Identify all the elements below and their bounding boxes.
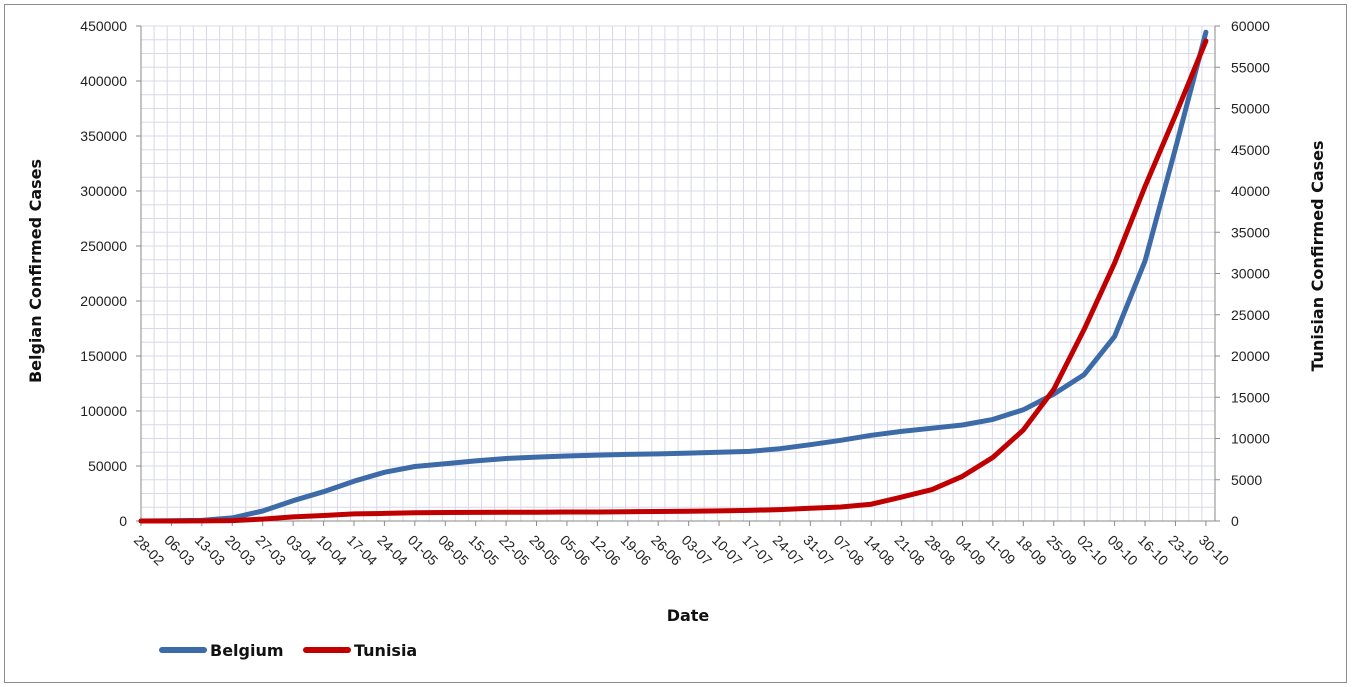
right-tick-label: 60000 [1231,18,1270,34]
x-tick-label: 23-10 [1165,532,1202,569]
legend-label-belgium: Belgium [210,641,284,660]
x-tick-label: 26-06 [648,532,685,569]
right-tick-label: 15000 [1231,389,1270,405]
right-tick-label: 50000 [1231,101,1270,117]
x-tick-label: 27-03 [253,532,290,569]
x-tick-label: 31-07 [800,532,837,569]
x-tick-label: 29-05 [526,532,563,569]
x-tick-label: 17-04 [344,532,381,569]
right-tick-label: 10000 [1231,431,1270,447]
x-tick-label: 11-09 [983,532,1019,568]
x-tick-label: 09-10 [1104,532,1141,569]
x-tick-label: 02-10 [1074,532,1111,569]
x-tick-label: 24-07 [770,532,807,569]
x-tick-label: 21-08 [892,532,929,569]
x-tick-label: 01-05 [405,532,442,569]
left-tick-label: 100000 [80,403,127,419]
right-tick-label: 20000 [1231,348,1270,364]
x-tick-label: 16-10 [1135,532,1172,569]
left-tick-label: 300000 [80,183,127,199]
right-axis-title: Tunisian Confirmed Cases [1308,140,1327,371]
right-tick-label: 40000 [1231,183,1270,199]
x-tick-label: 19-06 [618,532,655,569]
right-tick-label: 45000 [1231,142,1270,158]
left-tick-label: 350000 [80,128,127,144]
x-tick-label: 08-05 [435,532,472,569]
x-tick-label: 06-03 [161,532,198,569]
left-tick-label: 200000 [80,293,127,309]
series-line-tunisia [138,38,1209,524]
left-tick-label: 400000 [80,73,127,89]
x-tick-label: 05-06 [557,532,594,569]
x-tick-label: 03-07 [679,532,716,569]
left-tick-label: 150000 [80,348,127,364]
right-tick-label: 25000 [1231,307,1270,323]
x-tick-label: 24-04 [374,532,411,569]
left-axis-ticks: 0 50000 100000 150000 200000 250000 300000 3500… [80,18,141,529]
x-tick-label: 03-04 [283,532,320,569]
x-tick-label: 17-07 [739,532,776,569]
x-tick-label: 28-02 [131,532,168,569]
x-tick-label: 10-07 [709,532,746,569]
left-tick-label: 450000 [80,18,127,34]
right-tick-label: 30000 [1231,266,1270,282]
right-tick-label: 35000 [1231,224,1270,240]
series-layer [138,29,1209,524]
x-tick-label: 15-05 [466,532,503,569]
left-tick-label: 0 [119,513,127,529]
right-tick-label: 55000 [1231,59,1270,75]
x-tick-label: 28-08 [922,532,959,569]
x-tick-label: 04-09 [952,532,989,569]
right-tick-label: 0 [1231,513,1239,529]
legend: Belgium Tunisia [159,641,417,660]
x-tick-label: 30-10 [1196,532,1233,569]
series-line-belgium [138,29,1209,524]
left-axis-title: Belgian Confirmed Cases [26,159,45,383]
x-tick-label: 10-04 [313,532,350,569]
x-tick-label: 25-09 [1044,532,1081,569]
x-tick-label: 20-03 [222,532,259,569]
right-tick-label: 5000 [1231,472,1262,488]
x-tick-label: 13-03 [192,532,229,569]
x-tick-label: 12-06 [587,532,624,569]
left-tick-label: 250000 [80,238,127,254]
x-tick-label: 18-09 [1013,532,1050,569]
x-axis-title: Date [667,606,710,625]
left-tick-label: 50000 [88,458,127,474]
x-tick-label: 14-08 [861,532,898,569]
x-tick-label: 22-05 [496,532,533,569]
right-axis-ticks: 0 5000 10000 15000 20000 25000 30000 35000 40000… [1215,18,1270,529]
legend-label-tunisia: Tunisia [354,641,417,660]
grid-lines [140,25,1216,522]
x-tick-label: 07-08 [831,532,868,569]
x-axis-ticks: 28-0206-0313-0320-0327-0303-0410-0417-04… [131,521,1233,569]
